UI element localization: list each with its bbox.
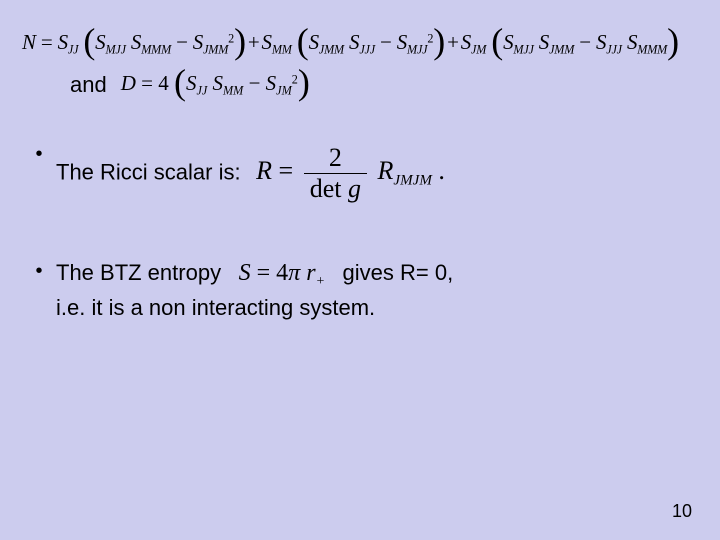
btz-label-before: The BTZ entropy <box>56 260 221 285</box>
btz-line2: i.e. it is a non interacting system. <box>56 295 453 321</box>
equation-D: D = 4 (SJJ SMM − SJM2) <box>121 71 310 98</box>
ricci-label: The Ricci scalar is: <box>56 159 241 184</box>
equation-N: N = SJJ (SMJJ SMMM − SJMM2)+SMM (SJMM SJ… <box>22 30 698 57</box>
btz-label-after: gives R= 0, <box>343 260 454 285</box>
page-number: 10 <box>672 501 692 522</box>
bullet-dot-icon: • <box>22 143 56 204</box>
and-label: and <box>70 72 107 98</box>
bullet-btz: • The BTZ entropy S = 4π r+ gives R= 0, … <box>22 260 698 322</box>
equation-D-row: and D = 4 (SJJ SMM − SJM2) <box>22 71 698 98</box>
bullet-dot-icon: • <box>22 260 56 322</box>
btz-equation: S = 4π r+ <box>239 260 325 286</box>
bullet-ricci: • The Ricci scalar is: R = 2det g RJMJM … <box>22 143 698 204</box>
ricci-equation: R = 2det g RJMJM . <box>256 156 445 185</box>
